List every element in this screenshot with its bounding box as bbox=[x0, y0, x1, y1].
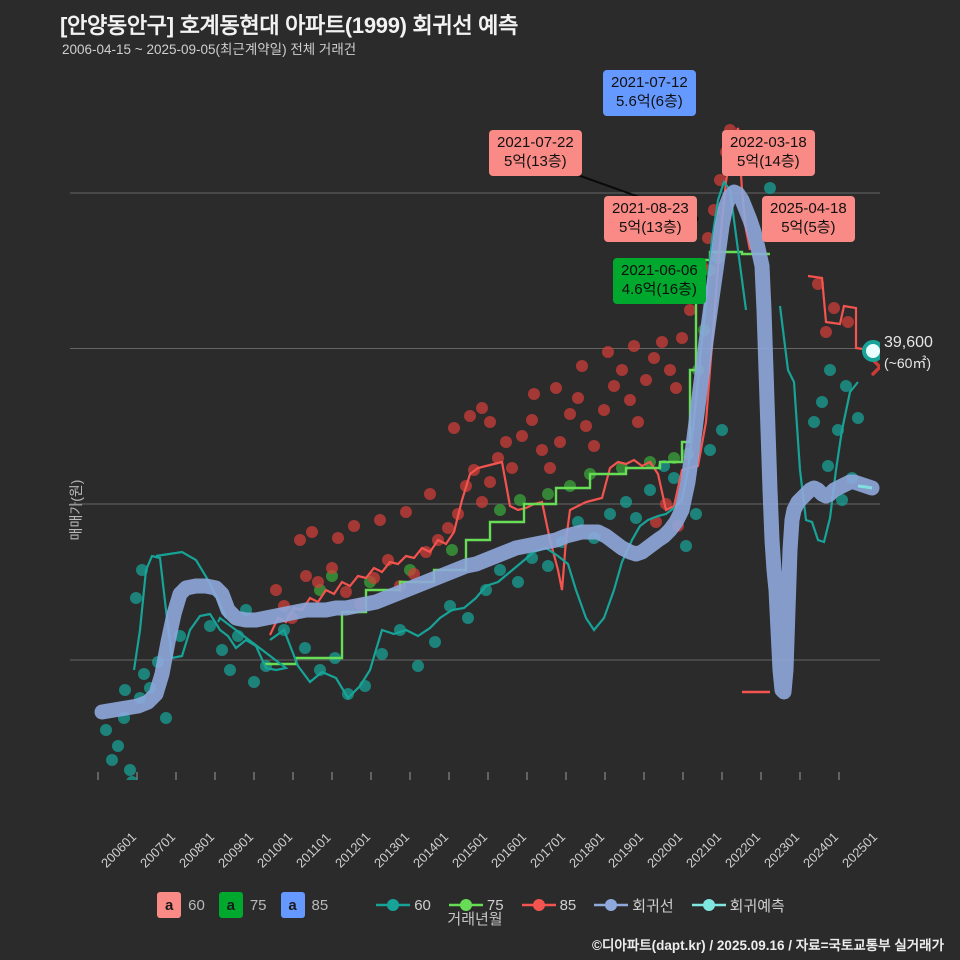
x-tick-label-19: 202501 bbox=[839, 829, 881, 871]
legend-line-label-60: 60 bbox=[414, 896, 431, 914]
legend-line-label-85: 85 bbox=[559, 896, 577, 914]
scatter-series-60 bbox=[100, 182, 864, 780]
line-marker-icon-regression bbox=[594, 899, 629, 911]
callout-price: 5억(14층) bbox=[737, 153, 800, 171]
x-tick-label-5: 201101 bbox=[293, 830, 334, 871]
callout-2021-07-12[interactable]: 2021-07-12 5.6억(6층) bbox=[603, 70, 696, 117]
legend-swatch-85[interactable]: a 85 bbox=[280, 892, 329, 918]
line-marker-icon-60 bbox=[376, 899, 411, 911]
x-tick-label-15: 202101 bbox=[683, 829, 725, 871]
callout-2025-04-18[interactable]: 2025-04-18 5억(5층) bbox=[762, 196, 855, 243]
x-tick-label-2: 200801 bbox=[176, 829, 218, 871]
line-marker-icon-85 bbox=[521, 899, 556, 911]
legend-line-label-75: 75 bbox=[486, 896, 504, 914]
callout-price: 5.6억(6층) bbox=[615, 93, 683, 111]
line-series-60 bbox=[132, 554, 289, 672]
x-tick-label-6: 201201 bbox=[332, 829, 374, 871]
legend-line-label-regression: 회귀선 bbox=[632, 897, 674, 915]
callout-2021-06-06[interactable]: 2021-06-06 4.6억(16층) bbox=[613, 258, 706, 305]
callout-2021-08-23[interactable]: 2021-08-23 5억(13층) bbox=[604, 196, 697, 243]
x-tick-label-0: 200601 bbox=[98, 829, 140, 871]
legend-swatch-label-60: 60 bbox=[188, 896, 205, 914]
legend-swatch-75[interactable]: a 75 bbox=[218, 892, 267, 918]
cross-marker bbox=[871, 358, 880, 376]
swatch-icon-60: a bbox=[157, 892, 182, 918]
callout-date: 2025-04-18 bbox=[770, 200, 847, 217]
x-tick-label-12: 201801 bbox=[566, 829, 608, 871]
x-tick-label-4: 201001 bbox=[254, 829, 296, 871]
x-tick-label-11: 201701 bbox=[527, 829, 569, 871]
page-title: [안양동안구] 호계동현대 아파트(1999) 회귀선 예측 bbox=[60, 13, 519, 38]
legend-swatch-label-85: 85 bbox=[311, 896, 329, 914]
callout-price: 4.6억(16층) bbox=[621, 281, 697, 299]
regression-band bbox=[94, 184, 880, 720]
legend-line-85[interactable]: 85 bbox=[521, 896, 589, 914]
callout-date: 2021-06-06 bbox=[621, 262, 698, 279]
swatch-icon-75: a bbox=[218, 892, 243, 918]
line-series-60-recent bbox=[778, 305, 859, 544]
legend-swatch-label-75: 75 bbox=[249, 896, 267, 914]
line-series-85-late bbox=[807, 274, 871, 352]
callout-price: 5억(13층) bbox=[504, 153, 567, 171]
chart-canvas bbox=[70, 124, 880, 780]
x-tick-label-3: 200901 bbox=[215, 829, 257, 871]
legend-line-forecast[interactable]: 회귀예측 bbox=[691, 895, 797, 916]
page-subtitle: 2006-04-15 ~ 2025-09-05(최근계약일) 전체 거래건 bbox=[62, 42, 357, 57]
callout-date: 2022-03-18 bbox=[730, 134, 807, 151]
x-axis-title: 거래년월 bbox=[447, 911, 503, 928]
x-tick-label-7: 201301 bbox=[371, 829, 413, 871]
x-tick-label-10: 201601 bbox=[488, 829, 530, 871]
regression-forecast bbox=[857, 484, 873, 490]
legend-line-regression[interactable]: 회귀선 bbox=[594, 895, 685, 916]
swatch-icon-85: a bbox=[280, 892, 305, 918]
x-tick-label-13: 201901 bbox=[605, 829, 647, 871]
line-marker-icon-75 bbox=[448, 899, 483, 911]
plot-area: 매매가(원) 5억 4억 3억 2억 bbox=[68, 70, 880, 928]
endpoint-value: 39,600 bbox=[884, 334, 933, 351]
callout-2021-07-22[interactable]: 2021-07-22 5억(13층) bbox=[489, 130, 582, 177]
x-tick-label-14: 202001 bbox=[644, 829, 686, 871]
callout-date: 2021-07-22 bbox=[497, 134, 574, 151]
x-tick-label-8: 201401 bbox=[410, 829, 452, 871]
callout-date: 2021-07-12 bbox=[611, 74, 688, 91]
endpoint-value-label: 39,600 (~60㎡) bbox=[884, 334, 933, 373]
x-tick-label-18: 202401 bbox=[800, 829, 842, 871]
x-tick-label-9: 201501 bbox=[449, 829, 491, 871]
endpoint-area: (~60㎡) bbox=[884, 355, 932, 371]
callout-price: 5억(5층) bbox=[781, 219, 836, 237]
x-tick-label-16: 202201 bbox=[722, 829, 764, 871]
endpoint-marker bbox=[862, 340, 880, 362]
legend-swatch-60[interactable]: a 60 bbox=[157, 892, 205, 918]
callout-price: 5억(13층) bbox=[619, 219, 682, 237]
legend-line-60[interactable]: 60 bbox=[376, 897, 443, 914]
callout-2022-03-18[interactable]: 2022-03-18 5억(14층) bbox=[722, 130, 815, 177]
x-tick-label-1: 200701 bbox=[137, 829, 179, 871]
footer-credit: ©디아파트(dapt.kr) / 2025.09.16 / 자료=국토교통부 실… bbox=[592, 938, 944, 953]
legend: a 60 a 75 a 85 60 75 bbox=[0, 888, 960, 922]
legend-line-label-forecast: 회귀예측 bbox=[729, 897, 785, 915]
line-marker-icon-forecast bbox=[691, 899, 726, 911]
x-tick-label-17: 202301 bbox=[761, 829, 803, 871]
legend-line-75[interactable]: 75 bbox=[448, 896, 516, 914]
callout-date: 2021-08-23 bbox=[612, 200, 689, 217]
x-axis-ticks bbox=[97, 772, 840, 780]
